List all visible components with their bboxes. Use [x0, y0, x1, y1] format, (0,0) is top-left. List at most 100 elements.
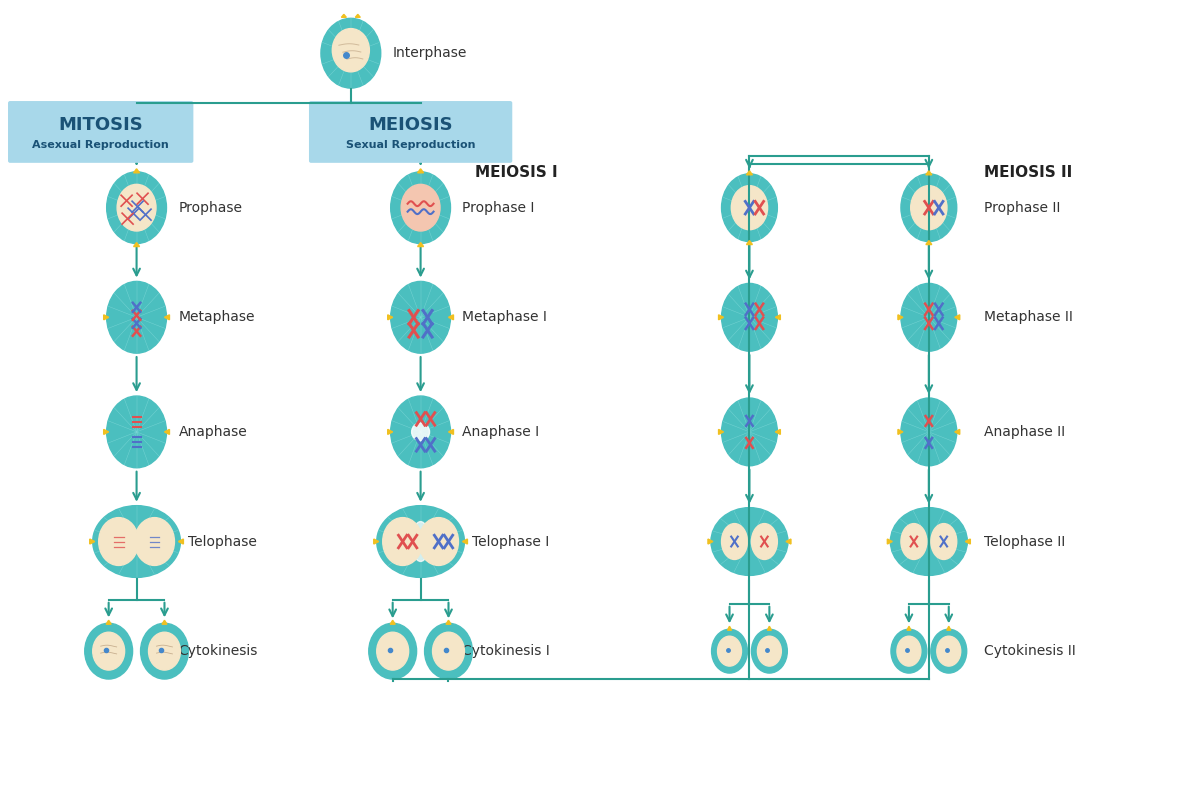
Ellipse shape — [722, 174, 777, 241]
Ellipse shape — [135, 517, 174, 566]
Polygon shape — [355, 15, 361, 17]
Polygon shape — [768, 626, 771, 630]
Polygon shape — [390, 621, 395, 625]
Ellipse shape — [383, 517, 422, 566]
Ellipse shape — [911, 186, 946, 230]
Text: Sexual Reproduction: Sexual Reproduction — [345, 140, 476, 150]
Text: MITOSIS: MITOSIS — [58, 116, 143, 134]
Polygon shape — [164, 315, 169, 320]
Polygon shape — [775, 315, 781, 320]
Polygon shape — [134, 169, 140, 173]
Ellipse shape — [897, 636, 920, 666]
Text: Metaphase I: Metaphase I — [463, 311, 548, 324]
Polygon shape — [388, 429, 393, 434]
Ellipse shape — [931, 629, 967, 673]
Polygon shape — [388, 315, 393, 320]
Ellipse shape — [376, 632, 408, 670]
Ellipse shape — [85, 623, 132, 679]
Ellipse shape — [106, 172, 167, 244]
Ellipse shape — [332, 28, 369, 72]
Text: Prophase: Prophase — [179, 201, 243, 215]
Text: Telophase: Telophase — [188, 534, 257, 549]
Ellipse shape — [390, 396, 451, 468]
Ellipse shape — [751, 629, 788, 673]
Ellipse shape — [757, 636, 781, 666]
Ellipse shape — [106, 282, 167, 353]
Polygon shape — [907, 626, 911, 630]
Polygon shape — [463, 539, 467, 544]
Polygon shape — [179, 539, 183, 544]
Polygon shape — [718, 429, 724, 434]
Text: Anaphase II: Anaphase II — [983, 425, 1065, 439]
Ellipse shape — [891, 508, 968, 575]
Polygon shape — [728, 626, 731, 630]
Ellipse shape — [419, 517, 459, 566]
Text: Telophase I: Telophase I — [472, 534, 550, 549]
Ellipse shape — [141, 623, 188, 679]
Polygon shape — [418, 169, 424, 173]
Polygon shape — [448, 315, 453, 320]
Ellipse shape — [937, 636, 961, 666]
Polygon shape — [775, 429, 781, 434]
Ellipse shape — [369, 623, 416, 679]
Polygon shape — [707, 539, 713, 544]
FancyBboxPatch shape — [309, 101, 512, 163]
Text: Prophase I: Prophase I — [463, 201, 535, 215]
Text: Cytokinesis II: Cytokinesis II — [983, 644, 1075, 659]
Ellipse shape — [390, 282, 451, 353]
Ellipse shape — [718, 636, 742, 666]
Ellipse shape — [412, 423, 429, 441]
Text: Asexual Reproduction: Asexual Reproduction — [32, 140, 169, 150]
Polygon shape — [718, 315, 724, 320]
Ellipse shape — [731, 186, 768, 230]
Polygon shape — [955, 315, 959, 320]
Text: Cytokinesis: Cytokinesis — [179, 644, 258, 659]
Text: MEIOSIS: MEIOSIS — [368, 116, 453, 134]
Polygon shape — [448, 429, 453, 434]
Ellipse shape — [376, 506, 465, 577]
Ellipse shape — [901, 174, 957, 241]
Polygon shape — [106, 621, 111, 625]
Ellipse shape — [901, 283, 957, 351]
Ellipse shape — [722, 398, 777, 466]
Ellipse shape — [931, 524, 957, 559]
Ellipse shape — [901, 524, 926, 559]
Ellipse shape — [891, 629, 926, 673]
Polygon shape — [134, 243, 140, 247]
Text: Metaphase: Metaphase — [179, 311, 254, 324]
Text: Anaphase I: Anaphase I — [463, 425, 539, 439]
Ellipse shape — [712, 629, 748, 673]
Ellipse shape — [149, 632, 181, 670]
Polygon shape — [90, 539, 95, 544]
Polygon shape — [946, 626, 951, 630]
Ellipse shape — [901, 398, 957, 466]
Polygon shape — [446, 621, 451, 625]
Text: Prophase II: Prophase II — [983, 201, 1060, 215]
Text: MEIOSIS I: MEIOSIS I — [476, 165, 558, 180]
Ellipse shape — [401, 184, 440, 231]
Polygon shape — [898, 315, 903, 320]
Ellipse shape — [425, 623, 472, 679]
Polygon shape — [104, 315, 109, 320]
Polygon shape — [342, 15, 347, 17]
Text: Interphase: Interphase — [393, 46, 467, 61]
Ellipse shape — [98, 517, 138, 566]
Text: Anaphase: Anaphase — [179, 425, 247, 439]
Polygon shape — [786, 539, 791, 544]
Polygon shape — [926, 240, 932, 245]
Text: Metaphase II: Metaphase II — [983, 311, 1073, 324]
Polygon shape — [887, 539, 892, 544]
Ellipse shape — [412, 521, 429, 562]
Ellipse shape — [751, 524, 777, 559]
Polygon shape — [898, 429, 903, 434]
Ellipse shape — [433, 632, 465, 670]
FancyBboxPatch shape — [8, 101, 193, 163]
Ellipse shape — [711, 508, 788, 575]
Polygon shape — [164, 429, 169, 434]
Ellipse shape — [106, 396, 167, 468]
Polygon shape — [418, 243, 424, 247]
Ellipse shape — [117, 184, 156, 231]
Ellipse shape — [722, 283, 777, 351]
Ellipse shape — [92, 632, 124, 670]
Polygon shape — [955, 429, 959, 434]
